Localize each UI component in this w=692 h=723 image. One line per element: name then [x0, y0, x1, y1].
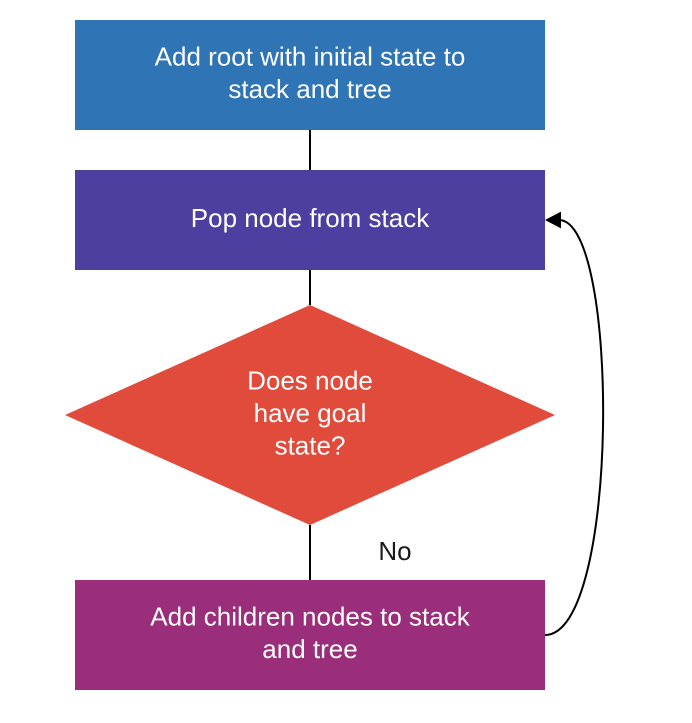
node-text: Does node	[247, 365, 373, 395]
node-text: state?	[275, 430, 346, 460]
node-text: Add root with initial state to	[155, 42, 466, 72]
node-text: Pop node from stack	[191, 203, 430, 233]
node-text: and tree	[262, 634, 357, 664]
arrowhead-icon	[545, 212, 561, 229]
loop-connector	[545, 220, 603, 635]
node-text: Add children nodes to stack	[150, 602, 470, 632]
node-text: stack and tree	[228, 74, 391, 104]
node-text: have goal	[254, 398, 367, 428]
flowchart: No Add root with initial state tostack an…	[0, 0, 692, 723]
edge-label: No	[378, 536, 411, 566]
